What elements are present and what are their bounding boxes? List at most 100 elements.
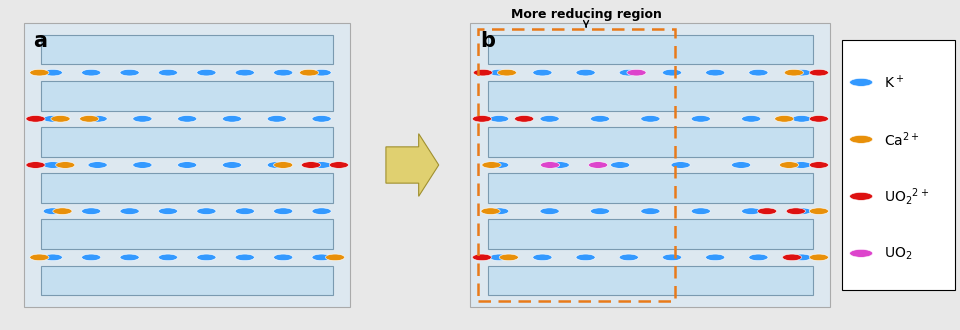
Text: K$^+$: K$^+$ — [884, 74, 904, 91]
Circle shape — [43, 208, 62, 214]
Bar — [842, 40, 955, 290]
Text: UO$_2$$^{2+}$: UO$_2$$^{2+}$ — [884, 186, 929, 207]
Circle shape — [473, 69, 492, 76]
Circle shape — [850, 192, 873, 200]
Circle shape — [312, 162, 331, 168]
Circle shape — [641, 115, 660, 122]
Bar — [488, 35, 813, 64]
Bar — [41, 173, 333, 203]
Circle shape — [850, 135, 873, 143]
Bar — [488, 127, 813, 157]
Circle shape — [235, 208, 254, 214]
Circle shape — [82, 69, 101, 76]
Circle shape — [301, 162, 321, 168]
Circle shape — [80, 115, 99, 122]
Circle shape — [267, 115, 286, 122]
Circle shape — [809, 69, 828, 76]
Circle shape — [809, 208, 828, 214]
Circle shape — [312, 208, 331, 214]
Circle shape — [267, 162, 286, 168]
Circle shape — [178, 162, 197, 168]
Circle shape — [158, 208, 178, 214]
Bar — [41, 127, 333, 157]
Circle shape — [757, 208, 777, 214]
Circle shape — [671, 162, 690, 168]
Circle shape — [576, 69, 595, 76]
Circle shape — [662, 69, 682, 76]
Circle shape — [786, 208, 805, 214]
Circle shape — [51, 115, 70, 122]
Bar — [470, 23, 830, 307]
Circle shape — [809, 162, 828, 168]
Circle shape — [158, 69, 178, 76]
Circle shape — [784, 69, 804, 76]
Circle shape — [691, 208, 710, 214]
Circle shape — [590, 115, 610, 122]
Circle shape — [82, 208, 101, 214]
Bar — [41, 81, 333, 111]
Circle shape — [741, 208, 761, 214]
Circle shape — [497, 69, 516, 76]
Circle shape — [775, 115, 794, 122]
Circle shape — [533, 69, 552, 76]
Circle shape — [274, 162, 293, 168]
Bar — [488, 81, 813, 111]
Circle shape — [235, 69, 254, 76]
Bar — [24, 23, 350, 307]
Bar — [488, 219, 813, 249]
Circle shape — [850, 79, 873, 86]
Circle shape — [43, 115, 62, 122]
Circle shape — [312, 69, 331, 76]
Text: More reducing region: More reducing region — [511, 9, 661, 27]
Circle shape — [782, 254, 802, 261]
Circle shape — [749, 69, 768, 76]
Circle shape — [88, 115, 108, 122]
Circle shape — [300, 69, 319, 76]
Circle shape — [26, 162, 45, 168]
Circle shape — [792, 208, 811, 214]
Circle shape — [809, 115, 828, 122]
Circle shape — [662, 254, 682, 261]
Circle shape — [792, 69, 811, 76]
Circle shape — [30, 69, 49, 76]
Circle shape — [540, 115, 559, 122]
Circle shape — [312, 254, 331, 261]
Circle shape — [88, 162, 108, 168]
Circle shape — [706, 69, 725, 76]
Circle shape — [732, 162, 751, 168]
Text: UO$_2$: UO$_2$ — [884, 245, 913, 262]
Circle shape — [490, 115, 509, 122]
Circle shape — [627, 69, 646, 76]
Circle shape — [540, 208, 559, 214]
Circle shape — [792, 162, 811, 168]
Circle shape — [490, 254, 509, 261]
Circle shape — [197, 69, 216, 76]
Text: Ca$^{2+}$: Ca$^{2+}$ — [884, 130, 920, 148]
Circle shape — [329, 162, 348, 168]
Circle shape — [706, 254, 725, 261]
Circle shape — [312, 115, 331, 122]
Circle shape — [533, 254, 552, 261]
Circle shape — [780, 162, 799, 168]
Bar — [488, 266, 813, 295]
Circle shape — [82, 254, 101, 261]
Circle shape — [792, 115, 811, 122]
Circle shape — [691, 115, 710, 122]
Circle shape — [132, 162, 152, 168]
Text: a: a — [34, 31, 48, 51]
Circle shape — [490, 69, 509, 76]
Bar — [41, 266, 333, 295]
Bar — [488, 173, 813, 203]
Circle shape — [223, 115, 242, 122]
Circle shape — [749, 254, 768, 261]
Bar — [41, 219, 333, 249]
Circle shape — [158, 254, 178, 261]
Circle shape — [850, 249, 873, 257]
Circle shape — [274, 208, 293, 214]
Circle shape — [43, 69, 62, 76]
Circle shape — [30, 254, 49, 261]
Circle shape — [809, 254, 828, 261]
Circle shape — [56, 162, 75, 168]
Circle shape — [274, 254, 293, 261]
Circle shape — [472, 115, 492, 122]
